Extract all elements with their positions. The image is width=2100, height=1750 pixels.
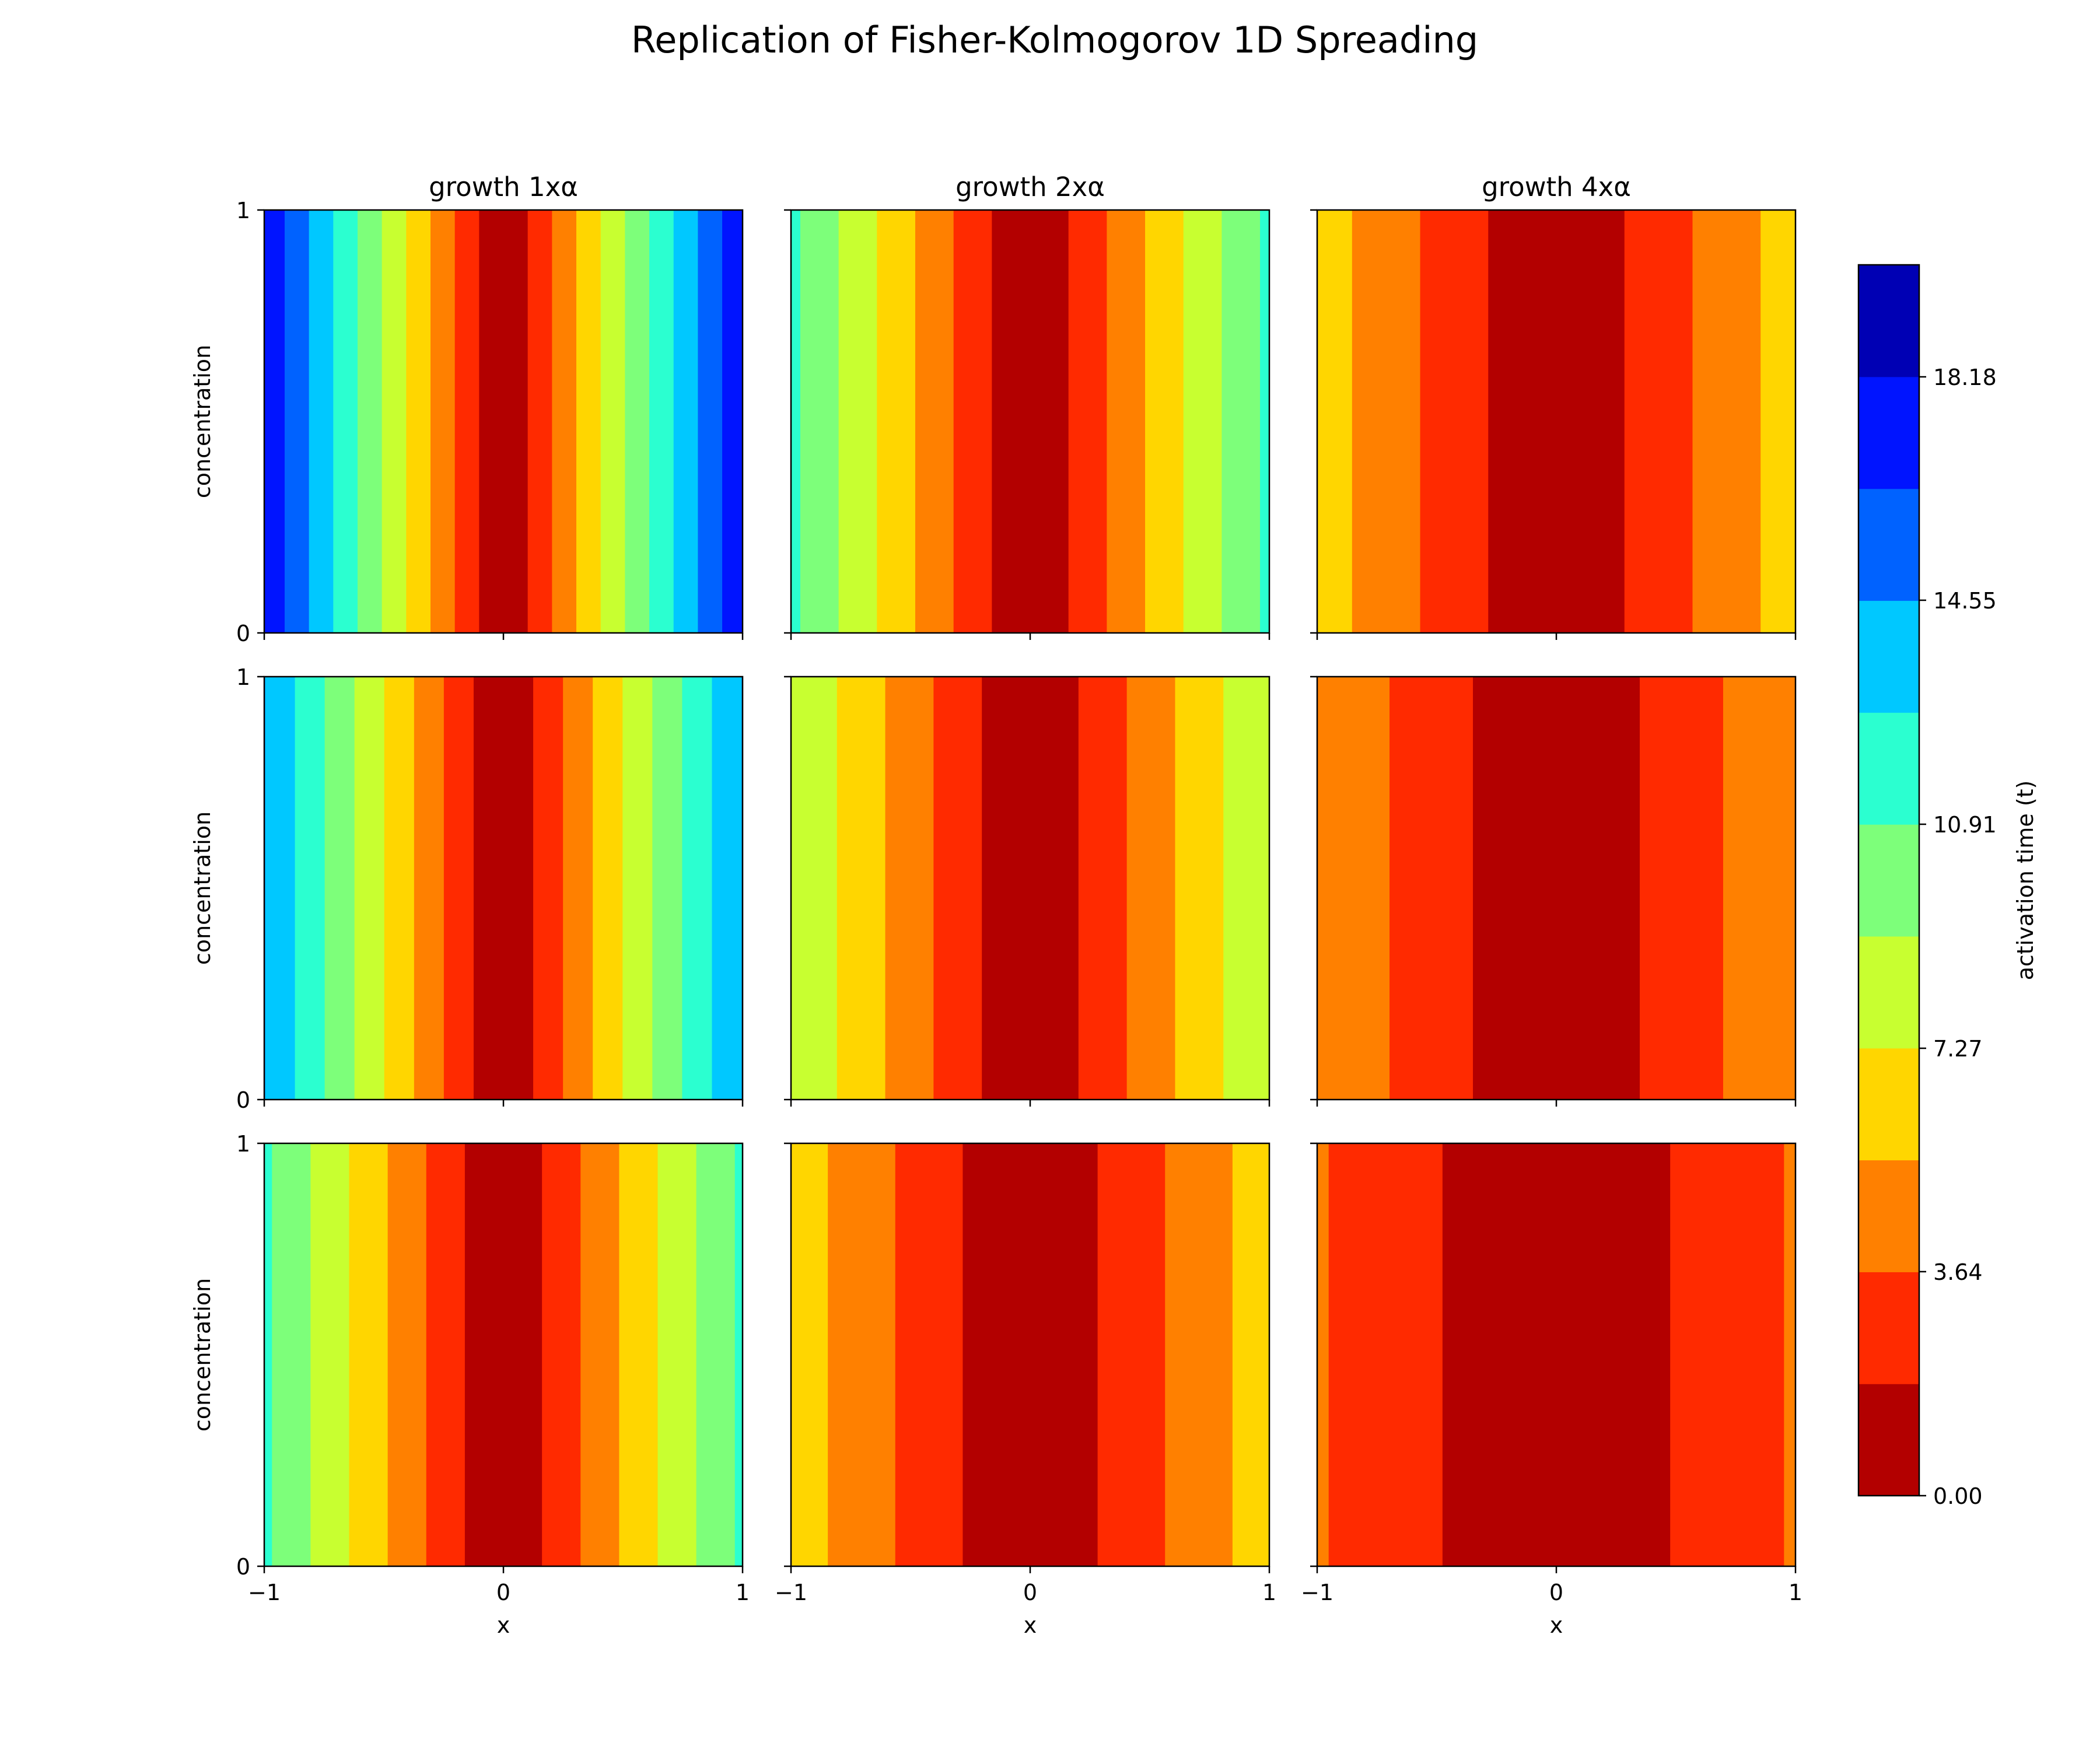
contour-band xyxy=(1473,677,1640,1100)
colorbar-label: activation time (t) xyxy=(2013,780,2038,981)
colorbar-tick-label: 14.55 xyxy=(1933,588,1997,614)
colorbar-level xyxy=(1859,376,1919,489)
colorbar-frame xyxy=(1857,264,1920,1497)
contour-band xyxy=(963,1143,1098,1566)
colorbar-tick-label: 3.64 xyxy=(1933,1259,1983,1285)
colorbar-level xyxy=(1859,712,1919,825)
panel-r3-c2: −1 0 1 x xyxy=(775,1142,1276,1638)
x-tick-label: −1 xyxy=(248,1580,281,1605)
column-title: growth 2xα xyxy=(956,172,1105,202)
panel-r1-c1: 0 1 concentration growth 1xα xyxy=(190,172,744,646)
colorbar-tick-label: 7.27 xyxy=(1933,1036,1983,1062)
colorbar-level xyxy=(1859,1160,1919,1272)
x-tick-label: −1 xyxy=(1301,1580,1334,1605)
y-tick-label: 1 xyxy=(236,198,250,223)
y-tick-label: 1 xyxy=(236,1131,250,1157)
x-axis-label: x xyxy=(497,1612,510,1638)
panel-r3-c3: −1 0 1 x xyxy=(1301,1142,1803,1638)
x-axis-label: x xyxy=(1024,1612,1037,1638)
panel-r2-c1: 0 1 concentration xyxy=(190,664,744,1113)
colorbar-level xyxy=(1859,1048,1919,1161)
colorbar-level xyxy=(1859,824,1919,937)
panel-r1-c2: growth 2xα xyxy=(784,172,1270,640)
y-axis-label: concentration xyxy=(190,1278,215,1432)
y-tick-label: 1 xyxy=(236,664,250,690)
colorbar-tick-label: 18.18 xyxy=(1933,365,1997,390)
x-axis-label: x xyxy=(1550,1612,1563,1638)
x-tick-label: 1 xyxy=(1262,1580,1276,1605)
x-tick-label: 1 xyxy=(1788,1580,1803,1605)
y-tick-label: 0 xyxy=(236,621,250,646)
panel-r1-c3: growth 4xα xyxy=(1310,172,1797,640)
colorbar-level xyxy=(1859,936,1919,1049)
chart-title: Replication of Fisher-Kolmogorov 1D Spre… xyxy=(631,19,1478,61)
colorbar: spreading 1xdspreading 2xdspreading 4xd0… xyxy=(1857,264,2038,1509)
y-axis-label: concentration xyxy=(190,811,215,965)
y-axis-label: concentration xyxy=(190,345,215,498)
contour-band xyxy=(473,677,534,1100)
column-title: growth 4xα xyxy=(1482,172,1631,202)
contour-band xyxy=(464,1143,542,1566)
y-tick-label: 0 xyxy=(236,1554,250,1580)
contour-band xyxy=(982,677,1079,1100)
x-tick-label: −1 xyxy=(775,1580,807,1605)
contour-band xyxy=(992,210,1069,633)
colorbar-level xyxy=(1859,1272,1919,1384)
colorbar-level xyxy=(1859,600,1919,713)
panel-grid: 0 1 concentration growth 1xα growth 2xα growt… xyxy=(190,172,1803,1638)
colorbar-level xyxy=(1859,1384,1919,1496)
contour-band xyxy=(1488,210,1625,633)
panel-r2-c3 xyxy=(1310,676,1797,1107)
y-tick-label: 0 xyxy=(236,1087,250,1113)
contour-band xyxy=(1442,1143,1671,1566)
column-title: growth 1xα xyxy=(429,172,578,202)
contour-band xyxy=(479,210,528,633)
panel-r2-c2 xyxy=(784,676,1270,1107)
colorbar-tick-label: 10.91 xyxy=(1933,812,1997,838)
colorbar-tick-label: 0.00 xyxy=(1933,1483,1983,1509)
x-tick-label: 0 xyxy=(496,1580,510,1605)
x-tick-label: 1 xyxy=(736,1580,750,1605)
x-tick-label: 0 xyxy=(1549,1580,1563,1605)
x-tick-label: 0 xyxy=(1023,1580,1037,1605)
colorbar-level xyxy=(1859,488,1919,601)
colorbar-level xyxy=(1859,265,1919,377)
